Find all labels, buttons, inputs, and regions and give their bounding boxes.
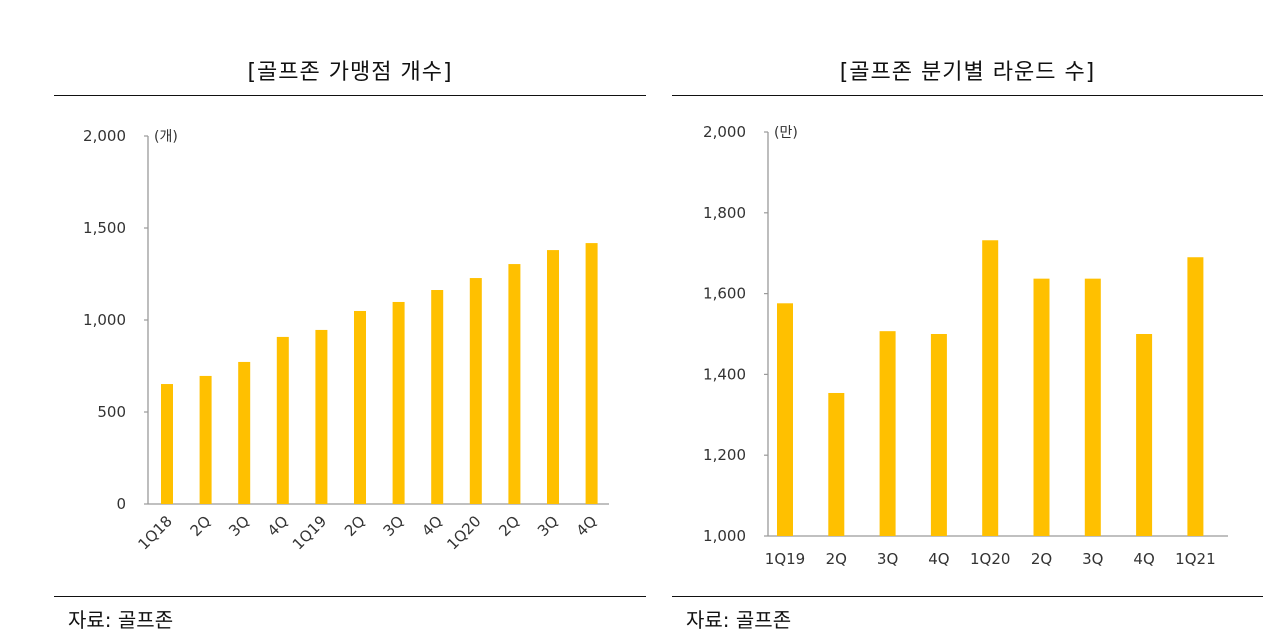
y-unit-label: (만)	[774, 125, 798, 141]
bar-4q	[1136, 334, 1153, 536]
y-tick-label: 1,200	[703, 446, 746, 464]
x-tick-label: 3Q	[380, 512, 408, 540]
right-bottom-divider	[672, 596, 1263, 597]
bar-2q	[354, 310, 366, 504]
right-chart-panel: [골프존 분기별 라운드 수] 1,000 1,200 1,400 1,600 1,80…	[672, 0, 1263, 644]
x-tick-label: 4Q	[264, 512, 292, 540]
y-tick-label: 1,800	[703, 204, 746, 222]
y-tick-label: 0	[116, 495, 126, 513]
y-tick-label: 1,500	[83, 219, 126, 237]
x-tick-label: 2Q	[187, 512, 215, 540]
left-bottom-divider	[54, 596, 646, 597]
x-tick-label: 1Q19	[765, 550, 805, 568]
x-tick-label: 3Q	[225, 512, 253, 540]
x-tick-label: 1Q18	[135, 512, 176, 553]
x-tick-label: 1Q20	[970, 550, 1010, 568]
y-tick-label: 2,000	[83, 127, 126, 145]
left-source-note: 자료: 골프존	[68, 608, 174, 632]
bar-4q	[930, 334, 947, 536]
y-tick-label: 1,000	[83, 311, 126, 329]
x-tick-label: 2Q	[826, 550, 847, 568]
left-chart-title: [골프존 가맹점 개수]	[247, 60, 453, 85]
bar-1q18	[161, 384, 173, 504]
y-unit-label: (개)	[154, 129, 178, 145]
bar-3q	[1084, 278, 1101, 536]
x-tick-label: 2Q	[495, 512, 523, 540]
bar-1q21	[1187, 257, 1204, 536]
bar-2q	[508, 264, 521, 504]
bar-2q	[828, 392, 845, 536]
bar-1q20	[982, 240, 999, 536]
right-source-note: 자료: 골프존	[686, 608, 792, 632]
bar-3q	[392, 301, 405, 504]
bar-3q	[547, 250, 559, 504]
bar-3q	[238, 361, 251, 504]
y-tick-label: 1,400	[703, 365, 746, 383]
quarterly-rounds-bar-chart: 1,000 1,200 1,400 1,600 1,800 2,000 (만) 1Q19 2Q 3…	[703, 123, 1228, 568]
x-tick-label: 4Q	[573, 512, 601, 540]
y-tick-label: 2,000	[703, 123, 746, 141]
x-tick-label: 3Q	[877, 550, 898, 568]
x-tick-label: 3Q	[534, 512, 562, 540]
x-tick-label: 4Q	[928, 550, 949, 568]
bar-2q	[1033, 278, 1050, 536]
bar-1q19	[315, 329, 328, 504]
x-tick-label: 1Q21	[1175, 550, 1215, 568]
x-tick-label: 2Q	[1031, 550, 1052, 568]
bar-1q20	[469, 278, 482, 504]
x-tick-label: 1Q19	[289, 512, 330, 553]
bar-1q19	[777, 303, 793, 536]
bar-4q	[276, 336, 289, 504]
x-tick-label: 3Q	[1082, 550, 1103, 568]
left-top-divider	[54, 95, 646, 96]
y-tick-label: 1,600	[703, 285, 746, 303]
right-top-divider	[672, 95, 1263, 96]
bar-3q	[879, 331, 896, 536]
x-tick-label: 1Q20	[443, 512, 484, 553]
bar-4q	[431, 290, 444, 504]
x-tick-label: 4Q	[418, 512, 446, 540]
left-chart-panel: [골프존 가맹점 개수] 0 500 1,000 1,500 2,000 (개) 1Q18 2…	[54, 0, 646, 644]
y-tick-label: 500	[97, 403, 126, 421]
bar-4q	[585, 243, 598, 504]
x-tick-label: 2Q	[341, 512, 369, 540]
bar-2q	[199, 375, 212, 504]
x-tick-label: 4Q	[1133, 550, 1154, 568]
right-chart-title: [골프존 분기별 라운드 수]	[839, 60, 1096, 85]
y-tick-label: 1,000	[703, 527, 746, 545]
